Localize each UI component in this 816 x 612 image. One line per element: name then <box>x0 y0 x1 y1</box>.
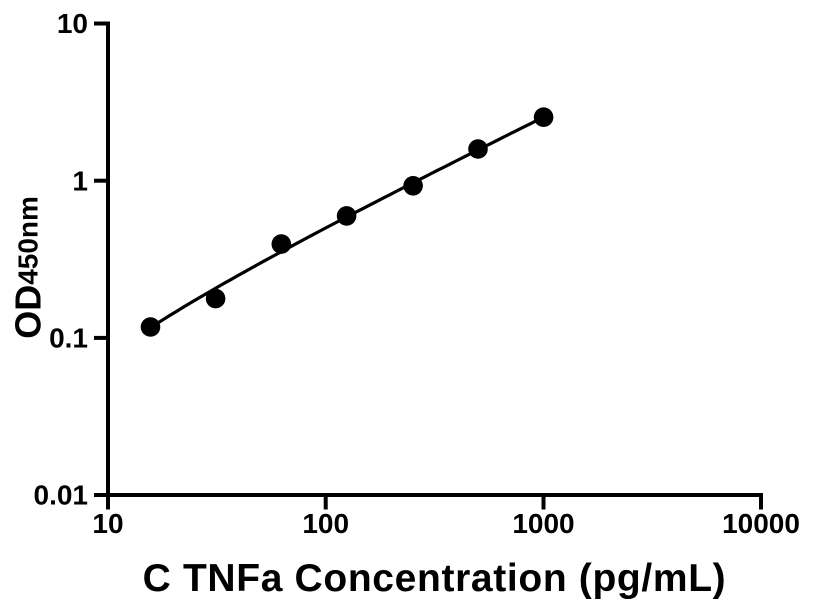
svg-text:1: 1 <box>72 165 88 196</box>
svg-text:10: 10 <box>92 508 123 539</box>
svg-text:C TNFa Concentration (pg/mL): C TNFa Concentration (pg/mL) <box>143 557 727 600</box>
svg-text:0.01: 0.01 <box>34 480 89 511</box>
svg-text:10000: 10000 <box>722 508 800 539</box>
svg-text:1000: 1000 <box>512 508 574 539</box>
svg-text:10: 10 <box>57 8 88 39</box>
svg-text:0.1: 0.1 <box>49 323 88 354</box>
svg-text:100: 100 <box>302 508 349 539</box>
svg-text:OD450nm: OD450nm <box>8 196 49 339</box>
